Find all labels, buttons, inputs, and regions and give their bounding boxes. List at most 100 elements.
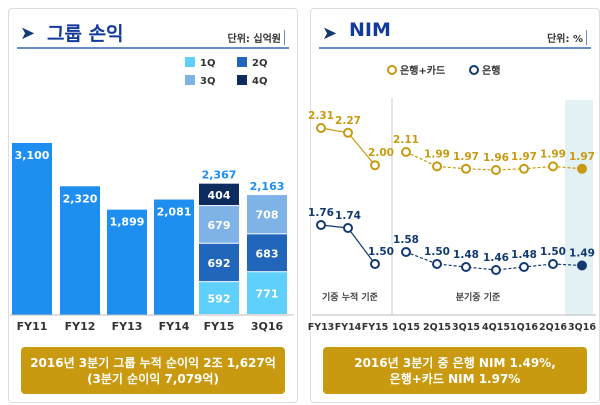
data-label: 1.97 [511, 151, 537, 163]
data-point [519, 262, 529, 272]
summary-box: 2016년 3분기 그룹 누적 순이익 2조 1,627억 (3분기 순이익 7… [21, 347, 285, 394]
legend-swatch [185, 57, 195, 67]
data-label: 1.48 [453, 249, 479, 261]
x-tick-label: 3Q16 [568, 322, 596, 333]
legend-label: 4Q [252, 76, 267, 87]
x-tick-label: FY13 [308, 322, 335, 333]
segment-value-label: 683 [256, 247, 279, 260]
data-point [432, 259, 442, 269]
data-point [316, 123, 326, 133]
data-label: 1.46 [483, 252, 509, 264]
bar [60, 186, 100, 315]
data-point [577, 163, 587, 174]
data-point [577, 260, 587, 271]
data-point [461, 262, 471, 272]
data-label: 1.76 [308, 207, 334, 219]
data-label: 1.58 [393, 234, 419, 246]
data-label: 1.97 [453, 151, 479, 163]
x-tick-label: FY15 [204, 320, 235, 333]
data-point [548, 259, 558, 269]
segment-value-label: 679 [208, 219, 231, 232]
data-point [461, 163, 471, 174]
data-label: 1.50 [368, 246, 394, 258]
data-label: 1.96 [483, 152, 509, 164]
data-point [548, 161, 558, 172]
bar-segment [247, 272, 287, 314]
data-point [401, 247, 411, 257]
x-tick-label: 1Q15 [392, 322, 420, 333]
bar-segment [247, 234, 287, 272]
summary-box: 2016년 3분기 중 은행 NIM 1.49%, 은행+카드 NIM 1.97… [323, 347, 587, 394]
data-label: 1.50 [424, 246, 450, 258]
segment-value-label: 592 [208, 293, 231, 306]
legend-marker [387, 65, 397, 75]
summary-line: (3분기 순이익 7,079억) [87, 371, 219, 386]
section-label: 분기중 기준 [456, 291, 501, 303]
segment-value-label: 692 [208, 257, 231, 270]
x-tick-label: FY12 [65, 320, 96, 333]
data-point [316, 220, 326, 230]
data-label: 1.99 [424, 148, 450, 160]
x-tick-label: FY11 [17, 320, 48, 333]
logo-icon: ➤ [20, 23, 36, 44]
data-label: 2.31 [308, 110, 334, 122]
bar-segment [199, 206, 239, 243]
data-label: 2.27 [335, 115, 361, 127]
bar-value-label: 2,320 [63, 192, 98, 205]
group-profit-header: ➤ 그룹 손익 단위: 십억원 [17, 17, 289, 49]
section-label: 기중 누적 기준 [322, 291, 378, 303]
legend-label: 3Q [200, 76, 215, 87]
x-tick-label: 1Q16 [510, 322, 538, 333]
data-label: 1.50 [540, 246, 566, 258]
bar-value-label: 1,899 [110, 216, 145, 229]
x-tick-label: 2Q15 [423, 322, 451, 333]
bar-segment [199, 243, 239, 282]
bar [107, 209, 147, 315]
x-tick-label: 3Q16 [251, 320, 284, 333]
x-tick-label: 4Q15 [482, 322, 510, 333]
summary-line: 2016년 3분기 그룹 누적 순이익 2조 1,627억 [30, 355, 276, 370]
legend-marker [469, 65, 479, 75]
summary-line: 은행+카드 NIM 1.97% [389, 371, 521, 386]
x-tick-label: FY14 [159, 320, 190, 333]
data-label: 2.00 [368, 147, 394, 159]
bar-value-label: 3,100 [15, 149, 50, 162]
legend-label: 은행 [482, 64, 500, 77]
data-point [343, 127, 353, 138]
data-point [343, 223, 353, 233]
data-point [491, 265, 501, 275]
panel-title: NIM [349, 19, 391, 41]
total-value-label: 2,163 [250, 180, 285, 193]
data-point [370, 259, 380, 269]
x-tick-label: FY14 [335, 322, 362, 333]
data-point [491, 165, 501, 175]
logo-icon: ➤ [322, 23, 338, 44]
legend-label: 은행+카드 [400, 64, 445, 77]
segment-value-label: 771 [256, 288, 279, 301]
bar [12, 143, 52, 315]
nim-panel: ➤ NIM 단위: % 2016년 3분기 중 은행 NIM 1.49%, 은행… [310, 8, 600, 403]
x-tick-label: FY15 [362, 322, 389, 333]
legend-swatch [185, 75, 195, 85]
segment-value-label: 708 [256, 209, 279, 222]
legend-swatch [237, 57, 247, 67]
unit-label: 단위: % [547, 30, 587, 45]
data-label: 2.11 [393, 134, 419, 146]
x-tick-label: FY13 [112, 320, 143, 333]
data-point [519, 163, 529, 174]
legend-swatch [237, 75, 247, 85]
data-label: 1.49 [569, 248, 595, 260]
data-label: 1.97 [569, 151, 595, 163]
data-point [401, 147, 411, 157]
x-tick-label: 3Q15 [452, 322, 480, 333]
data-label: 1.48 [511, 249, 537, 261]
bar-segment [199, 282, 239, 314]
segment-value-label: 404 [208, 189, 231, 202]
bar-value-label: 2,081 [157, 206, 192, 219]
data-label: 1.99 [540, 148, 566, 160]
highlight-band [565, 100, 593, 315]
bar-segment [247, 195, 287, 234]
panel-title: 그룹 손익 [47, 23, 124, 45]
data-point [432, 161, 442, 172]
